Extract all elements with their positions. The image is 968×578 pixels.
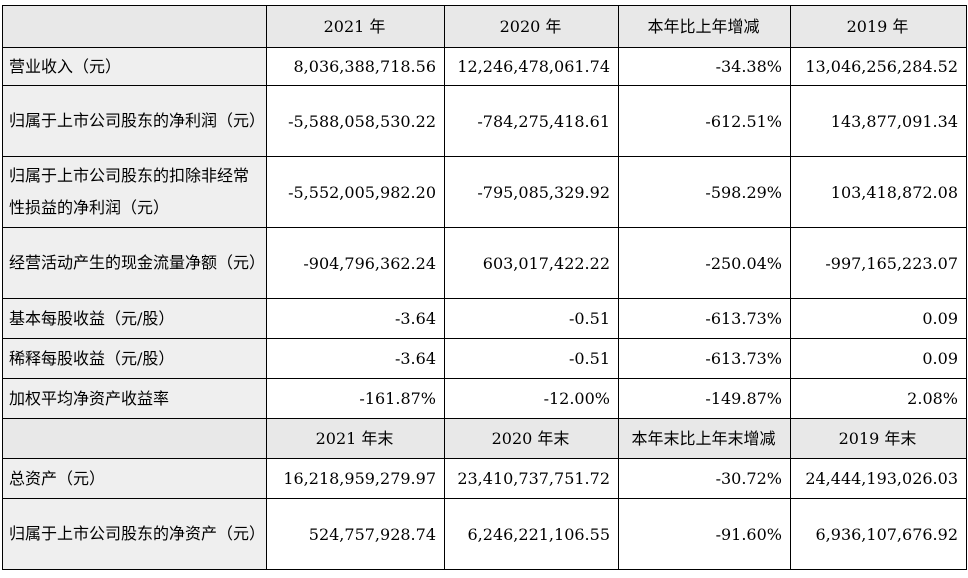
cell-2020: -0.51 [444, 338, 619, 379]
cell-change: -250.04% [618, 227, 791, 299]
row-label: 加权平均净资产收益率 [2, 378, 267, 419]
cell-2021: 524,757,928.74 [266, 498, 445, 570]
table-header-row: 2021 年 2020 年 本年比上年增减 2019 年 [2, 5, 967, 48]
cell-2020: -795,085,329.92 [444, 156, 619, 228]
header-cell-2021: 2021 年 [266, 5, 445, 48]
row-label: 归属于上市公司股东的净利润（元） [2, 85, 267, 157]
table-row: 归属于上市公司股东的扣除非经常性损益的净利润（元） -5,552,005,982… [2, 156, 967, 228]
table-row: 总资产（元） 16,218,959,279.97 23,410,737,751.… [2, 458, 967, 499]
cell-2021: -5,552,005,982.20 [266, 156, 445, 228]
header-cell-change-end: 本年末比上年末增减 [618, 418, 791, 459]
row-label: 稀释每股收益（元/股） [2, 338, 267, 379]
cell-change: -149.87% [618, 378, 791, 419]
table-row: 加权平均净资产收益率 -161.87% -12.00% -149.87% 2.0… [2, 378, 967, 419]
cell-change: -613.73% [618, 338, 791, 379]
row-label: 经营活动产生的现金流量净额（元） [2, 227, 267, 299]
cell-2020: 12,246,478,061.74 [444, 47, 619, 86]
cell-change: -34.38% [618, 47, 791, 86]
table-row: 稀释每股收益（元/股） -3.64 -0.51 -613.73% 0.09 [2, 338, 967, 379]
cell-2020: -12.00% [444, 378, 619, 419]
table-row: 归属于上市公司股东的净资产（元） 524,757,928.74 6,246,22… [2, 498, 967, 570]
cell-change: -598.29% [618, 156, 791, 228]
cell-2020: 603,017,422.22 [444, 227, 619, 299]
cell-2020: -0.51 [444, 298, 619, 339]
cell-2021: 16,218,959,279.97 [266, 458, 445, 499]
cell-2019: 103,418,872.08 [790, 156, 967, 228]
cell-2019: 0.09 [790, 298, 967, 339]
row-label: 营业收入（元） [2, 47, 267, 86]
cell-2020: -784,275,418.61 [444, 85, 619, 157]
cell-2021: 8,036,388,718.56 [266, 47, 445, 86]
cell-change: -30.72% [618, 458, 791, 499]
cell-2019: 6,936,107,676.92 [790, 498, 967, 570]
cell-2020: 23,410,737,751.72 [444, 458, 619, 499]
row-label: 归属于上市公司股东的净资产（元） [2, 498, 267, 570]
header-cell-change: 本年比上年增减 [618, 5, 791, 48]
header-cell [2, 418, 267, 459]
cell-2019: 2.08% [790, 378, 967, 419]
header-cell-2019-end: 2019 年末 [790, 418, 967, 459]
cell-2020: 6,246,221,106.55 [444, 498, 619, 570]
table-row: 经营活动产生的现金流量净额（元） -904,796,362.24 603,017… [2, 227, 967, 299]
cell-change: -613.73% [618, 298, 791, 339]
table-row: 基本每股收益（元/股） -3.64 -0.51 -613.73% 0.09 [2, 298, 967, 339]
cell-2021: -904,796,362.24 [266, 227, 445, 299]
cell-2021: -3.64 [266, 298, 445, 339]
cell-2019: 13,046,256,284.52 [790, 47, 967, 86]
header-cell-2021-end: 2021 年末 [266, 418, 445, 459]
row-label: 总资产（元） [2, 458, 267, 499]
cell-2021: -3.64 [266, 338, 445, 379]
cell-2021: -161.87% [266, 378, 445, 419]
header-cell-2020-end: 2020 年末 [444, 418, 619, 459]
table-row: 营业收入（元） 8,036,388,718.56 12,246,478,061.… [2, 47, 967, 86]
cell-change: -91.60% [618, 498, 791, 570]
cell-2019: -997,165,223.07 [790, 227, 967, 299]
header-cell-2019: 2019 年 [790, 5, 967, 48]
row-label: 基本每股收益（元/股） [2, 298, 267, 339]
header-cell [2, 5, 267, 48]
table-row: 归属于上市公司股东的净利润（元） -5,588,058,530.22 -784,… [2, 85, 967, 157]
cell-2019: 0.09 [790, 338, 967, 379]
cell-2019: 24,444,193,026.03 [790, 458, 967, 499]
row-label: 归属于上市公司股东的扣除非经常性损益的净利润（元） [2, 156, 267, 228]
cell-2021: -5,588,058,530.22 [266, 85, 445, 157]
cell-2019: 143,877,091.34 [790, 85, 967, 157]
cell-change: -612.51% [618, 85, 791, 157]
financial-summary-table: 2021 年 2020 年 本年比上年增减 2019 年 营业收入（元） 8,0… [2, 5, 967, 570]
header-cell-2020: 2020 年 [444, 5, 619, 48]
table-header-row: 2021 年末 2020 年末 本年末比上年末增减 2019 年末 [2, 418, 967, 459]
